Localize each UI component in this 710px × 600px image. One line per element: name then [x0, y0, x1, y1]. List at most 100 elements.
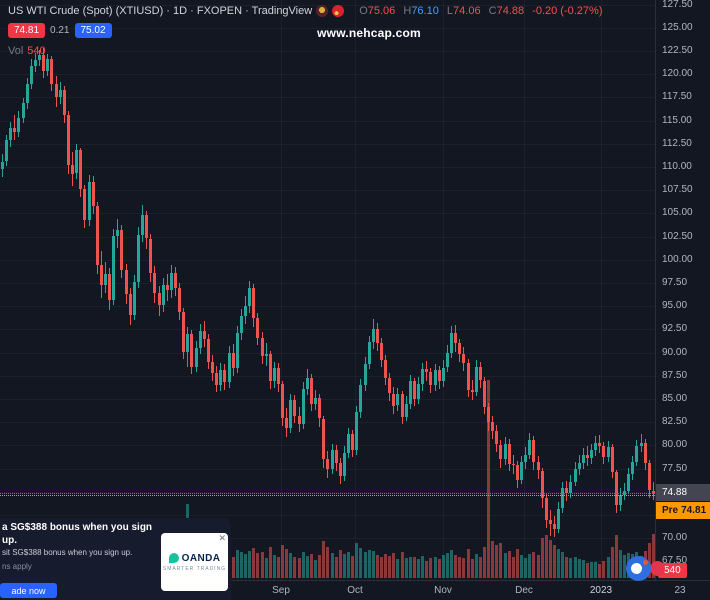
- candle-body: [405, 403, 408, 417]
- candle-wick: [14, 115, 15, 141]
- price-tick-label: 87.50: [662, 369, 688, 381]
- volume-bar: [434, 556, 437, 578]
- volume-bar: [483, 546, 486, 578]
- ad-close-icon[interactable]: ✕: [218, 533, 226, 543]
- candle-wick: [472, 379, 473, 400]
- candle-body: [467, 362, 470, 390]
- brand-name: OANDA: [181, 552, 221, 564]
- candle-body: [203, 331, 206, 339]
- candle-body: [429, 372, 432, 386]
- candle-body: [648, 463, 651, 490]
- volume-bar: [611, 546, 614, 578]
- volume-bar: [232, 556, 235, 578]
- bid-price-badge[interactable]: 74.81: [8, 23, 46, 38]
- candle-body: [475, 366, 478, 392]
- price-axis[interactable]: 74.88 Pre 74.81 540 127.50 125.00 122.50 120…: [655, 0, 710, 580]
- price-tick-label: 127.50: [662, 0, 693, 10]
- brand-tagline: SMARTER TRADING: [162, 565, 227, 572]
- spread-value: 0.21: [50, 25, 70, 36]
- grid-line-horizontal: [0, 375, 655, 377]
- open-value: 75.06: [367, 5, 396, 17]
- flag-icon-2: [332, 5, 345, 17]
- chat-widget-icon[interactable]: [626, 556, 651, 581]
- volume-bar: [520, 554, 523, 578]
- candle-body: [195, 348, 198, 367]
- volume-bar: [557, 549, 560, 578]
- volume-bar: [351, 555, 354, 578]
- grid-line-horizontal: [0, 97, 655, 99]
- volume-bar: [607, 556, 610, 578]
- volume-bar: [236, 550, 239, 579]
- candle-body: [75, 150, 78, 174]
- volume-bar: [359, 548, 362, 578]
- candle-body: [281, 384, 284, 418]
- candle-body: [207, 338, 210, 362]
- candle-body: [421, 369, 424, 385]
- candle-body: [541, 470, 544, 499]
- grid-line-horizontal: [0, 399, 655, 400]
- volume-bar: [471, 559, 474, 578]
- volume-bar: [331, 553, 334, 579]
- grid-line-horizontal: [0, 120, 655, 122]
- grid-line-horizontal: [0, 329, 655, 331]
- candle-body: [388, 377, 391, 394]
- volume-bar: [516, 549, 519, 578]
- candle-body: [88, 181, 91, 220]
- volume-bar: [537, 554, 540, 578]
- candle-body: [223, 370, 226, 383]
- candle-body: [635, 446, 638, 463]
- volume-bar: [277, 556, 280, 578]
- grid-line-horizontal: [0, 51, 655, 52]
- candle-body: [549, 519, 552, 525]
- time-tick-label: Nov: [434, 585, 452, 596]
- chart-plot-area[interactable]: [0, 0, 655, 580]
- record-dot-icon[interactable]: [650, 561, 665, 576]
- volume-bar: [306, 555, 309, 578]
- volume-bar: [578, 559, 581, 578]
- ad-cta-button[interactable]: ade now: [0, 583, 57, 598]
- candle-body: [396, 394, 399, 406]
- close-label: C: [488, 5, 497, 17]
- candle-body: [116, 230, 119, 236]
- candle-body: [158, 293, 161, 306]
- candle-body: [380, 343, 383, 361]
- volume-bar: [318, 554, 321, 578]
- candle-body: [413, 381, 416, 399]
- grid-line-horizontal: [0, 4, 655, 6]
- volume-bar: [569, 558, 572, 578]
- candle-body: [607, 447, 610, 457]
- candle-body: [446, 352, 449, 368]
- candle-body: [438, 370, 441, 382]
- premarket-price-line: [0, 494, 655, 496]
- ask-price-badge[interactable]: 75.02: [74, 23, 112, 38]
- grid-line-horizontal: [0, 143, 655, 145]
- candle-body: [9, 128, 12, 141]
- candle-body: [491, 422, 494, 431]
- candle-body: [5, 140, 8, 162]
- candle-body: [112, 235, 115, 300]
- volume-bar: [499, 543, 502, 578]
- volume-bar: [508, 550, 511, 578]
- candle-body: [63, 90, 66, 116]
- grid-line-horizontal: [0, 283, 655, 284]
- candle-body: [504, 443, 507, 460]
- volume-bar: [256, 553, 259, 579]
- volume-bar: [524, 558, 527, 578]
- volume-bar: [450, 550, 453, 579]
- time-tick-label: 2023: [589, 585, 613, 596]
- premarket-value: 74.81: [681, 505, 707, 516]
- symbol-title[interactable]: US WTI Crude (Spot) (XTIUSD) · 1D · FXOP…: [8, 5, 313, 17]
- chat-widget-inner-circle: [631, 563, 642, 574]
- candle-body: [96, 206, 99, 265]
- volume-bar: [347, 552, 350, 578]
- price-tick-label: 115.00: [662, 114, 692, 126]
- candle-body: [79, 150, 82, 190]
- time-tick-label: Oct: [347, 585, 363, 596]
- candle-body: [483, 380, 486, 408]
- candle-body: [182, 311, 185, 352]
- candle-body: [289, 400, 292, 428]
- volume-bar: [532, 551, 535, 578]
- ad-banner[interactable]: a SG$388 bonus when you sign up. sit SG$…: [0, 518, 231, 600]
- candle-body: [479, 366, 482, 381]
- candle-body: [55, 83, 58, 97]
